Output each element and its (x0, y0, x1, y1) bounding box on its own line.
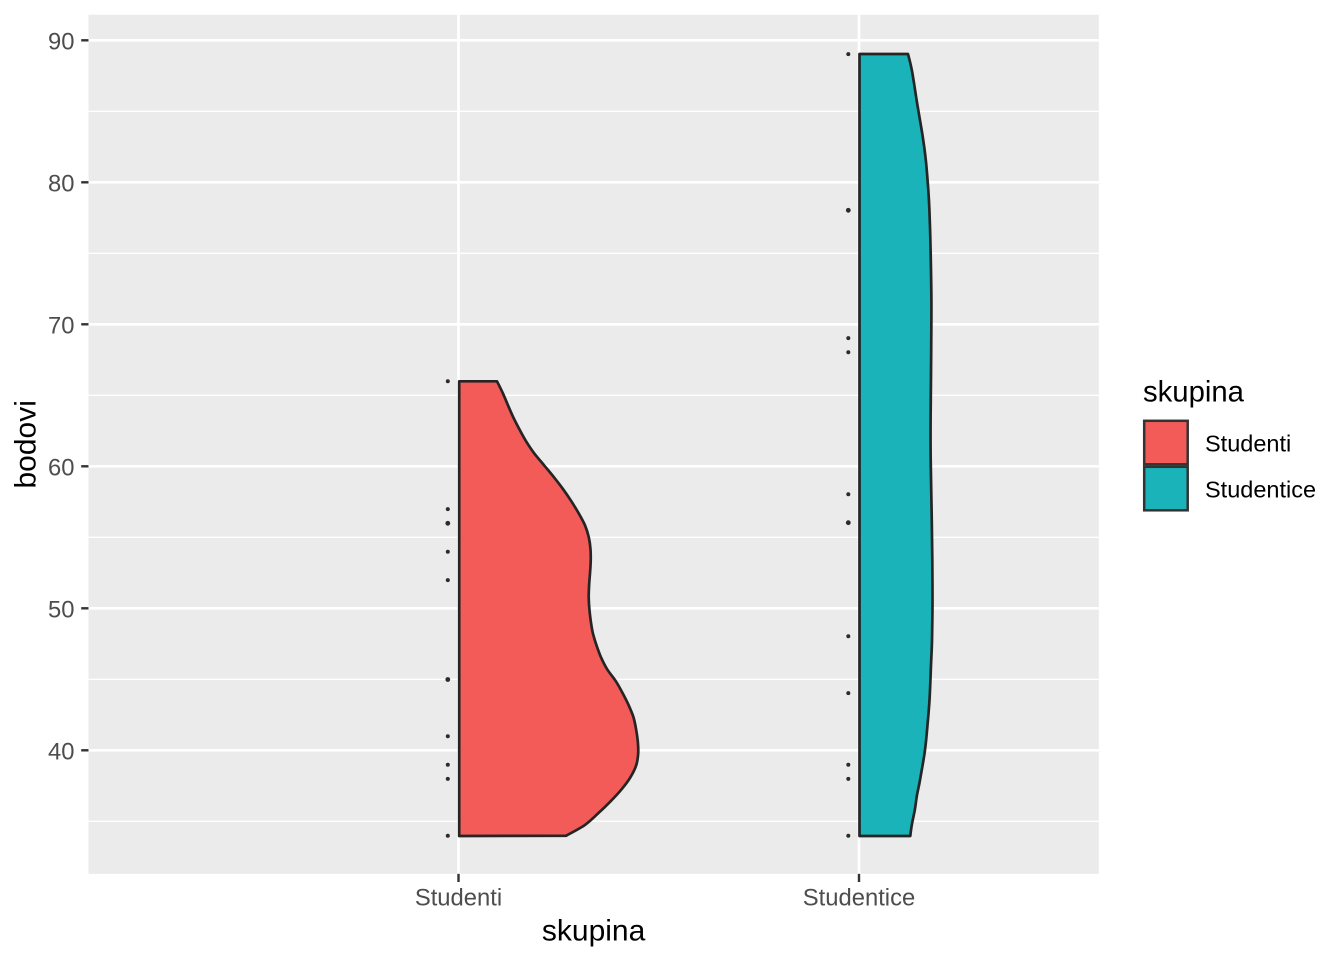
svg-text:80: 80 (48, 170, 74, 197)
svg-text:Studentice: Studentice (1205, 477, 1316, 503)
svg-text:50: 50 (48, 596, 74, 623)
svg-text:90: 90 (48, 28, 74, 55)
svg-text:skupina: skupina (542, 915, 646, 948)
svg-text:Studenti: Studenti (1205, 431, 1291, 457)
svg-text:Studenti: Studenti (415, 885, 502, 912)
svg-text:bodovi: bodovi (10, 400, 43, 488)
svg-text:70: 70 (48, 312, 74, 339)
svg-text:40: 40 (48, 738, 74, 765)
svg-text:skupina: skupina (1143, 376, 1245, 409)
svg-text:60: 60 (48, 454, 74, 481)
svg-text:Studentice: Studentice (803, 885, 915, 912)
